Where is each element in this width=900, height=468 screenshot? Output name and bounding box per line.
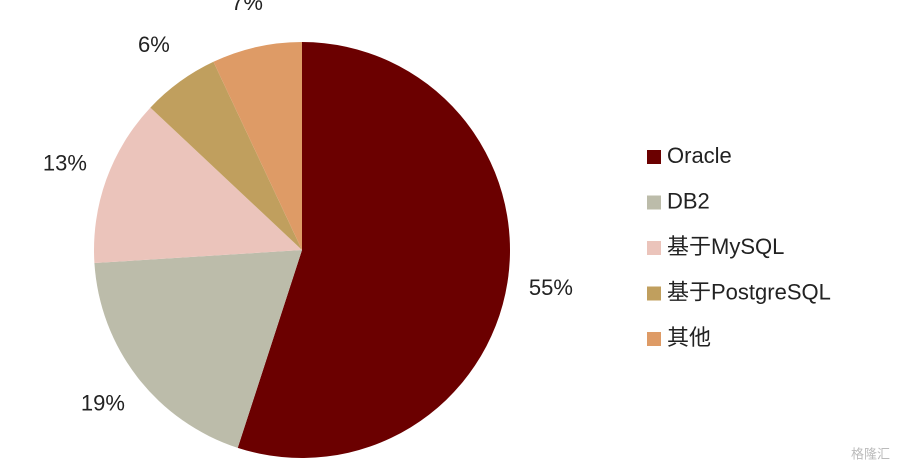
data-label: 13%: [43, 150, 87, 175]
pie-slice: [213, 42, 302, 250]
legend-swatch: [647, 332, 661, 346]
data-label: 55%: [529, 275, 573, 300]
pie-slice: [237, 42, 511, 458]
legend-label: 基于PostgreSQL: [667, 279, 831, 304]
legend-swatch: [647, 150, 661, 164]
watermark: 格隆汇: [851, 446, 890, 461]
data-label: 6%: [138, 32, 170, 57]
legend-swatch: [647, 241, 661, 255]
legend-label: DB2: [667, 188, 710, 213]
legend-label: 基于MySQL: [667, 234, 784, 259]
data-label: 19%: [81, 390, 125, 415]
pie-slice: [94, 107, 302, 264]
pie-slice: [94, 250, 303, 448]
legend-swatch: [647, 286, 661, 301]
legend-label: Oracle: [667, 143, 732, 168]
pie-slice: [150, 61, 302, 250]
legend-swatch: [647, 195, 661, 210]
legend-label: 其他: [667, 325, 711, 350]
data-label: 7%: [231, 0, 263, 15]
